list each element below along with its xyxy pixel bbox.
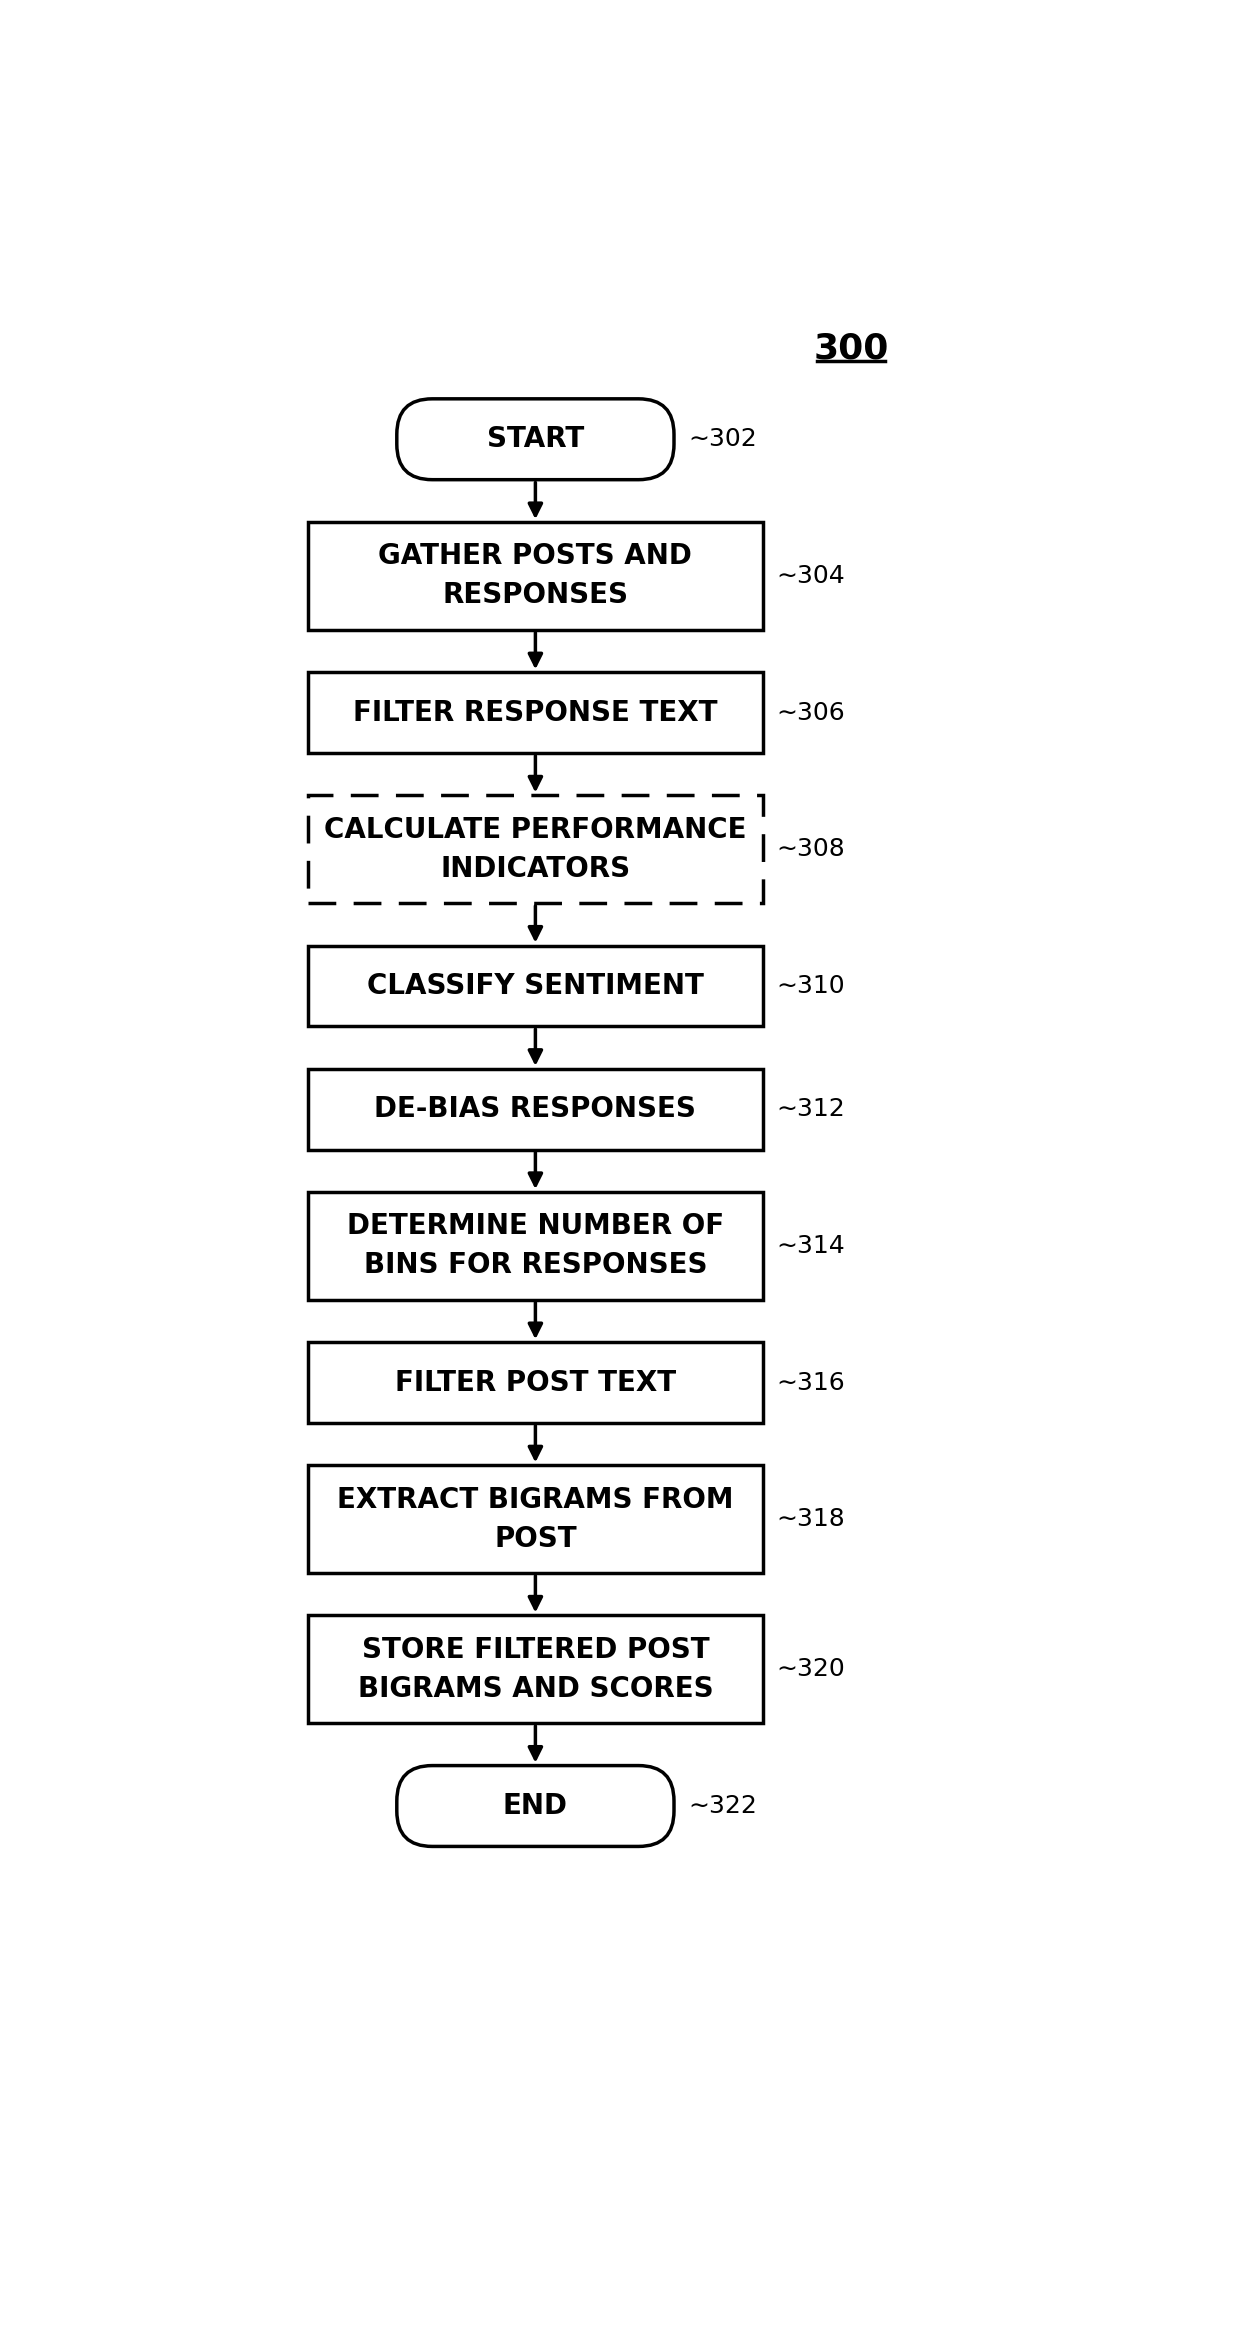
Bar <box>309 522 763 629</box>
Bar <box>309 797 763 904</box>
Text: CALCULATE PERFORMANCE
INDICATORS: CALCULATE PERFORMANCE INDICATORS <box>324 815 746 883</box>
Text: CLASSIFY SENTIMENT: CLASSIFY SENTIMENT <box>367 971 704 999</box>
Text: ∼310: ∼310 <box>776 974 844 997</box>
Text: ∼308: ∼308 <box>776 838 846 862</box>
Text: START: START <box>487 426 584 454</box>
Bar <box>309 673 763 752</box>
Bar <box>309 1342 763 1423</box>
Bar <box>309 1069 763 1151</box>
Text: ∼302: ∼302 <box>688 426 756 452</box>
Bar <box>309 1192 763 1300</box>
FancyBboxPatch shape <box>397 1765 675 1847</box>
FancyBboxPatch shape <box>397 398 675 480</box>
Text: FILTER RESPONSE TEXT: FILTER RESPONSE TEXT <box>353 699 718 727</box>
Text: DETERMINE NUMBER OF
BINS FOR RESPONSES: DETERMINE NUMBER OF BINS FOR RESPONSES <box>347 1213 724 1279</box>
Text: ∼312: ∼312 <box>776 1097 846 1120</box>
Text: STORE FILTERED POST
BIGRAMS AND SCORES: STORE FILTERED POST BIGRAMS AND SCORES <box>357 1635 713 1702</box>
Text: EXTRACT BIGRAMS FROM
POST: EXTRACT BIGRAMS FROM POST <box>337 1486 734 1553</box>
Text: ∼304: ∼304 <box>776 564 846 587</box>
Text: ∼322: ∼322 <box>688 1793 756 1819</box>
Bar <box>309 1465 763 1572</box>
Text: ∼314: ∼314 <box>776 1234 846 1258</box>
Bar <box>309 1616 763 1723</box>
Text: 300: 300 <box>813 331 889 366</box>
Text: FILTER POST TEXT: FILTER POST TEXT <box>394 1369 676 1397</box>
Text: DE-BIAS RESPONSES: DE-BIAS RESPONSES <box>374 1095 697 1123</box>
Text: GATHER POSTS AND
RESPONSES: GATHER POSTS AND RESPONSES <box>378 543 692 610</box>
Text: ∼316: ∼316 <box>776 1369 846 1395</box>
Text: ∼318: ∼318 <box>776 1507 846 1530</box>
Text: ∼306: ∼306 <box>776 701 846 724</box>
Text: END: END <box>503 1791 568 1819</box>
Text: ∼320: ∼320 <box>776 1658 846 1682</box>
Bar <box>309 946 763 1027</box>
